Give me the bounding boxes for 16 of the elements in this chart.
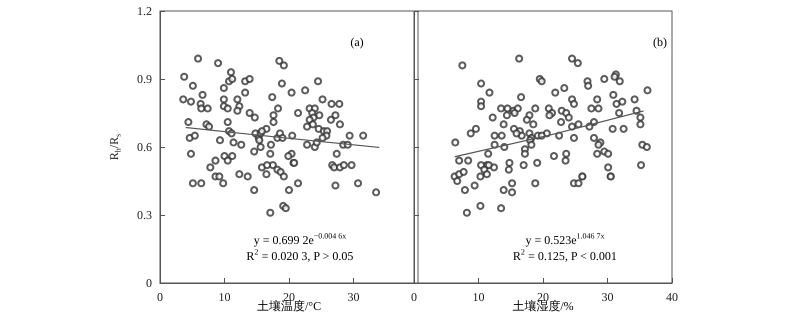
x-axis-title: 土壤湿度/%	[512, 299, 574, 313]
annotation: (a)	[350, 35, 364, 49]
x-tick-label: 30	[602, 290, 614, 304]
y-tick-label: 1.2	[137, 4, 152, 18]
y-tick-label: 0.6	[137, 140, 152, 154]
x-tick-label: 40	[666, 290, 678, 304]
annotation: (b)	[653, 35, 667, 49]
y-axis-title: Rh/Rs	[107, 134, 122, 160]
y-tick-label: 0.3	[137, 208, 152, 222]
x-tick-label: 30	[348, 290, 360, 304]
x-tick-label: 0	[157, 290, 163, 304]
x-tick-label: 0	[411, 290, 417, 304]
x-tick-label: 10	[218, 290, 230, 304]
y-tick-label: 0.9	[137, 72, 152, 86]
y-tick-label: 0	[146, 276, 152, 290]
x-tick-label: 10	[472, 290, 484, 304]
